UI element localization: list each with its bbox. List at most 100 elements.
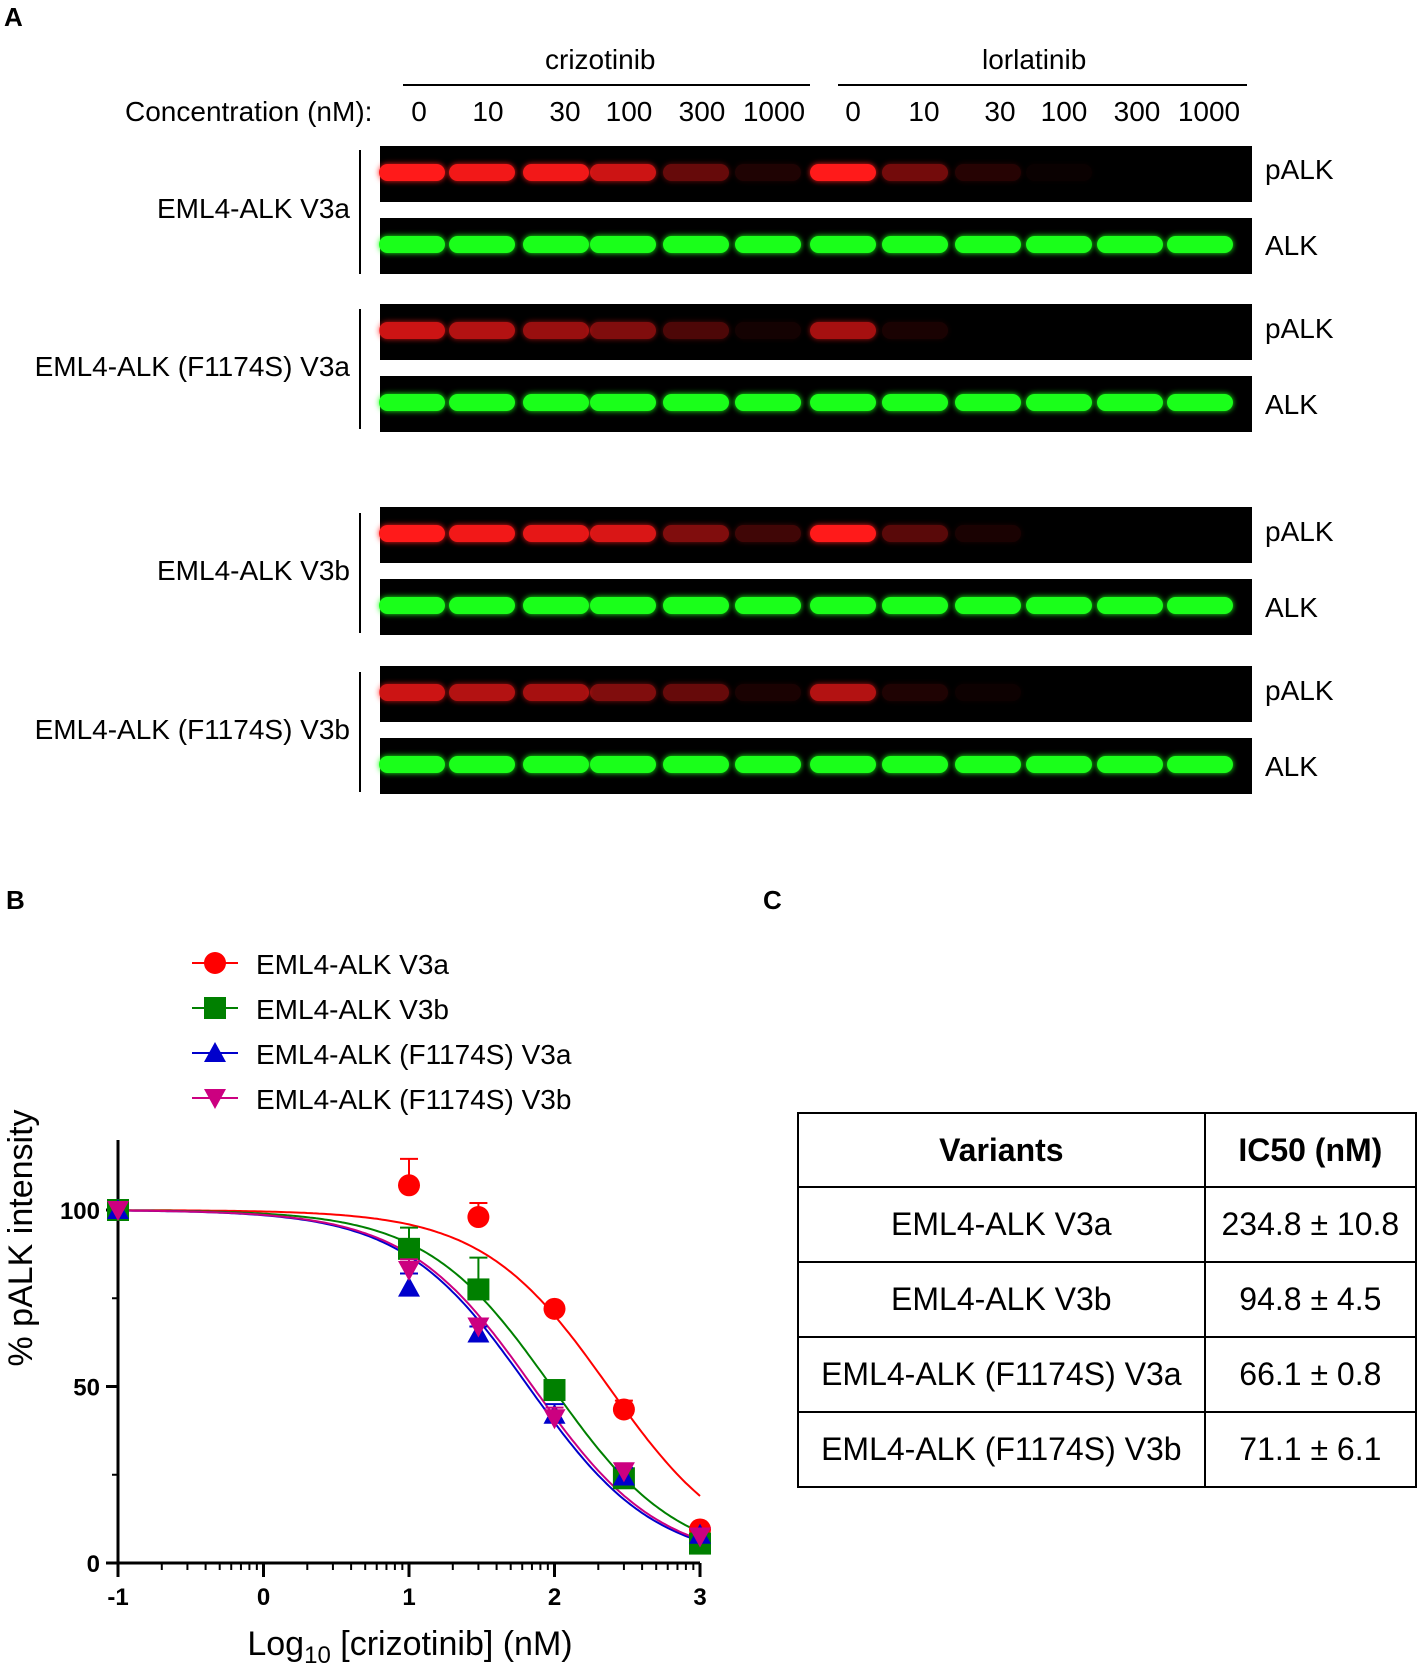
- band-label-alk: ALK: [1265, 592, 1318, 623]
- sample-bracket: [359, 150, 361, 274]
- x-tick-label: 1: [402, 1584, 415, 1611]
- chart-axes: 0 50 100 -1 0 1 2 3: [60, 1140, 707, 1611]
- blot-strip-total: [379, 376, 1252, 432]
- x-tick-label: 0: [257, 1584, 270, 1611]
- concentration-tick: 300: [678, 96, 726, 127]
- blot-strip-phospho: [379, 304, 1252, 360]
- blot-band: [735, 525, 801, 542]
- data-point: [467, 1206, 490, 1229]
- blot-band: [882, 684, 948, 701]
- ic50-table: Variants IC50 (nM) EML4-ALK V3a 234.8 ± …: [797, 1112, 1417, 1488]
- band-label-alk: ALK: [1265, 230, 1318, 261]
- sample-bracket: [359, 309, 361, 429]
- blot-band: [810, 394, 876, 411]
- chart-legend: EML4-ALK V3a EML4-ALK V3b EML4-ALK (F1174S…: [192, 949, 572, 1115]
- blot-band: [882, 525, 948, 542]
- band-label-palk: pALK: [1265, 313, 1334, 344]
- table-row: EML4-ALK (F1174S) V3a 66.1 ± 0.8: [797, 1336, 1417, 1413]
- data-point: [398, 1261, 420, 1282]
- blot-band: [663, 322, 729, 339]
- blot-band: [590, 394, 656, 411]
- blot-band: [1167, 756, 1233, 773]
- panel-label-a: A: [4, 2, 23, 32]
- blot-band: [735, 322, 801, 339]
- concentration-tick: 10: [908, 96, 940, 127]
- blot-band: [735, 756, 801, 773]
- table-cell-variant: EML4-ALK (F1174S) V3a: [797, 1336, 1206, 1413]
- blot-band: [663, 394, 729, 411]
- blot-band: [379, 525, 445, 542]
- blot-band: [955, 525, 1021, 542]
- blot-band: [955, 597, 1021, 614]
- table-header-row: Variants IC50 (nM): [797, 1112, 1417, 1188]
- blot-band: [523, 756, 589, 773]
- blot-band: [955, 684, 1021, 701]
- band-label-palk: pALK: [1265, 154, 1334, 185]
- table-cell-ic50: 234.8 ± 10.8: [1203, 1186, 1417, 1263]
- blot-band: [449, 394, 515, 411]
- blot-band: [379, 322, 445, 339]
- data-point: [543, 1379, 566, 1402]
- concentration-tick: 10: [472, 96, 504, 127]
- data-point: [107, 1201, 129, 1221]
- legend-label: EML4-ALK V3a: [256, 949, 449, 980]
- blot-band: [810, 236, 876, 253]
- blot-band: [449, 684, 515, 701]
- data-point: [543, 1409, 566, 1430]
- blot-band: [882, 322, 948, 339]
- blot-band: [1097, 597, 1163, 614]
- drug-label-lorlatinib: lorlatinib: [982, 44, 1087, 75]
- blot-band: [449, 236, 515, 253]
- blot-strip-total: [379, 218, 1252, 274]
- blot-band: [663, 236, 729, 253]
- blot-band: [379, 164, 445, 181]
- band-label-alk: ALK: [1265, 389, 1318, 420]
- blot-band: [882, 236, 948, 253]
- blot-band: [1026, 756, 1092, 773]
- legend-marker: [204, 997, 226, 1019]
- blot-band: [449, 597, 515, 614]
- sample-bracket: [359, 513, 361, 633]
- legend-marker: [204, 1089, 226, 1109]
- blot-band: [1097, 236, 1163, 253]
- blot-band: [735, 236, 801, 253]
- blot-band: [590, 525, 656, 542]
- blot-band: [735, 684, 801, 701]
- blot-band: [590, 684, 656, 701]
- concentration-tick: 100: [1040, 96, 1088, 127]
- sample-label: EML4-ALK V3a: [157, 193, 350, 224]
- blot-band: [590, 236, 656, 253]
- blot-band: [735, 597, 801, 614]
- lorlatinib-bracket: [838, 84, 1247, 86]
- panel-label-b: B: [6, 885, 25, 915]
- legend-marker: [204, 1042, 226, 1062]
- blot-band: [449, 322, 515, 339]
- blot-band: [1026, 597, 1092, 614]
- blot-band: [955, 164, 1021, 181]
- x-tick-label: 3: [693, 1584, 706, 1611]
- table-header-ic50: IC50 (nM): [1203, 1112, 1417, 1188]
- legend-label: EML4-ALK (F1174S) V3a: [256, 1039, 572, 1070]
- concentration-label: Concentration (nM):: [125, 96, 373, 127]
- y-axis-label: % pALK intensity: [2, 1109, 40, 1366]
- blot-band: [1026, 236, 1092, 253]
- table-cell-ic50: 94.8 ± 4.5: [1203, 1261, 1417, 1338]
- blot-band: [882, 164, 948, 181]
- blot-strip-total: [379, 579, 1252, 635]
- blot-band: [882, 394, 948, 411]
- sample-label: EML4-ALK V3b: [157, 555, 350, 586]
- blot-band: [449, 525, 515, 542]
- blot-band: [810, 756, 876, 773]
- data-point: [467, 1278, 490, 1301]
- blot-band: [955, 756, 1021, 773]
- legend-marker: [204, 952, 226, 974]
- blot-band: [955, 236, 1021, 253]
- blot-band: [523, 525, 589, 542]
- blot-band: [523, 164, 589, 181]
- data-point: [543, 1297, 566, 1320]
- legend-label: EML4-ALK (F1174S) V3b: [256, 1084, 571, 1115]
- blot-band: [590, 322, 656, 339]
- y-tick-label: 50: [73, 1375, 100, 1402]
- data-point: [689, 1527, 711, 1548]
- y-tick-label: 100: [60, 1198, 100, 1225]
